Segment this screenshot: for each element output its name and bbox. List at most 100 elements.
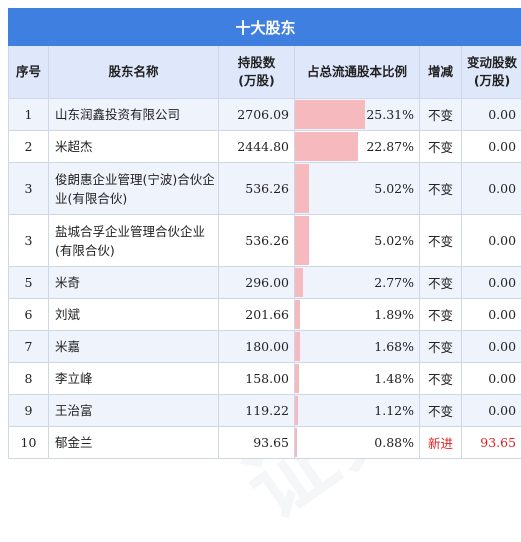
- ratio-cell: 5.02%: [295, 163, 420, 215]
- shareholder-name: 俊朗惠企业管理(宁波)合伙企业(有限合伙): [49, 163, 219, 215]
- ratio-value: 1.89%: [374, 307, 414, 322]
- change-status: 不变: [420, 299, 462, 331]
- header-index: 序号: [9, 46, 49, 99]
- ratio-cell: 1.68%: [295, 331, 420, 363]
- ratio-cell: 22.87%: [295, 131, 420, 163]
- change-amount: 0.00: [462, 99, 521, 131]
- row-index: 9: [9, 395, 49, 427]
- change-amount: 0.00: [462, 131, 521, 163]
- shareholder-name: 盐城合孚企业管理合伙企业(有限合伙): [49, 215, 219, 267]
- change-amount: 0.00: [462, 363, 521, 395]
- ratio-bar: [295, 428, 297, 457]
- shareholder-name: 刘斌: [49, 299, 219, 331]
- ratio-value: 22.87%: [366, 139, 414, 154]
- change-amount: 0.00: [462, 215, 521, 267]
- shareholder-name: 王治富: [49, 395, 219, 427]
- ratio-cell: 2.77%: [295, 267, 420, 299]
- ratio-value: 1.48%: [374, 371, 414, 386]
- change-status: 不变: [420, 131, 462, 163]
- ratio-bar: [295, 100, 365, 129]
- shareholders-table-container: 十大股东 序号 股东名称 持股数 (万股) 占总流通股本比例 增减 变动股数 (万股…: [8, 8, 521, 459]
- ratio-value: 5.02%: [374, 181, 414, 196]
- row-index: 10: [9, 427, 49, 459]
- ratio-value: 2.77%: [374, 275, 414, 290]
- ratio-cell: 25.31%: [295, 99, 420, 131]
- change-status: 不变: [420, 331, 462, 363]
- table-title: 十大股东: [9, 9, 521, 46]
- ratio-bar: [295, 132, 358, 161]
- row-index: 3: [9, 215, 49, 267]
- change-status: 新进: [420, 427, 462, 459]
- shares-value: 2706.09: [219, 99, 295, 131]
- header-ratio: 占总流通股本比例: [295, 46, 420, 99]
- top-ten-shareholders-table: 十大股东 序号 股东名称 持股数 (万股) 占总流通股本比例 增减 变动股数 (万股…: [8, 8, 521, 459]
- shareholder-name: 米奇: [49, 267, 219, 299]
- row-index: 5: [9, 267, 49, 299]
- ratio-cell: 1.89%: [295, 299, 420, 331]
- ratio-cell: 5.02%: [295, 215, 420, 267]
- header-shares: 持股数 (万股): [219, 46, 295, 99]
- shareholder-name: 郁金兰: [49, 427, 219, 459]
- ratio-bar: [295, 268, 303, 297]
- change-status: 不变: [420, 99, 462, 131]
- ratio-bar: [295, 300, 300, 329]
- row-index: 1: [9, 99, 49, 131]
- change-status: 不变: [420, 267, 462, 299]
- ratio-bar: [295, 396, 298, 425]
- row-index: 6: [9, 299, 49, 331]
- header-shares-line1: 持股数: [238, 55, 276, 70]
- change-amount: 0.00: [462, 163, 521, 215]
- row-index: 3: [9, 163, 49, 215]
- ratio-cell: 1.12%: [295, 395, 420, 427]
- row-index: 2: [9, 131, 49, 163]
- shares-value: 180.00: [219, 331, 295, 363]
- shares-value: 119.22: [219, 395, 295, 427]
- shares-value: 536.26: [219, 163, 295, 215]
- shareholder-name: 米超杰: [49, 131, 219, 163]
- header-change-amount: 变动股数 (万股): [462, 46, 521, 99]
- ratio-value: 1.68%: [374, 339, 414, 354]
- shares-value: 158.00: [219, 363, 295, 395]
- row-index: 8: [9, 363, 49, 395]
- shareholder-name: 李立峰: [49, 363, 219, 395]
- ratio-bar: [295, 164, 309, 213]
- ratio-bar: [295, 364, 299, 393]
- header-change-amount-line2: (万股): [474, 73, 510, 88]
- change-status: 不变: [420, 215, 462, 267]
- header-name: 股东名称: [49, 46, 219, 99]
- change-status: 不变: [420, 363, 462, 395]
- shareholder-name: 山东润鑫投资有限公司: [49, 99, 219, 131]
- ratio-cell: 0.88%: [295, 427, 420, 459]
- ratio-bar: [295, 332, 300, 361]
- ratio-bar: [295, 216, 309, 265]
- change-status: 不变: [420, 395, 462, 427]
- header-change-amount-line1: 变动股数: [467, 55, 517, 70]
- shares-value: 201.66: [219, 299, 295, 331]
- shares-value: 2444.80: [219, 131, 295, 163]
- header-change: 增减: [420, 46, 462, 99]
- row-index: 7: [9, 331, 49, 363]
- header-shares-line2: (万股): [238, 73, 274, 88]
- ratio-cell: 1.48%: [295, 363, 420, 395]
- shares-value: 93.65: [219, 427, 295, 459]
- shares-value: 536.26: [219, 215, 295, 267]
- change-amount: 0.00: [462, 395, 521, 427]
- ratio-value: 5.02%: [374, 233, 414, 248]
- ratio-value: 25.31%: [366, 107, 414, 122]
- ratio-value: 1.12%: [374, 403, 414, 418]
- shares-value: 296.00: [219, 267, 295, 299]
- change-amount: 0.00: [462, 267, 521, 299]
- shareholder-name: 米嘉: [49, 331, 219, 363]
- ratio-value: 0.88%: [374, 435, 414, 450]
- change-amount: 0.00: [462, 331, 521, 363]
- change-amount: 0.00: [462, 299, 521, 331]
